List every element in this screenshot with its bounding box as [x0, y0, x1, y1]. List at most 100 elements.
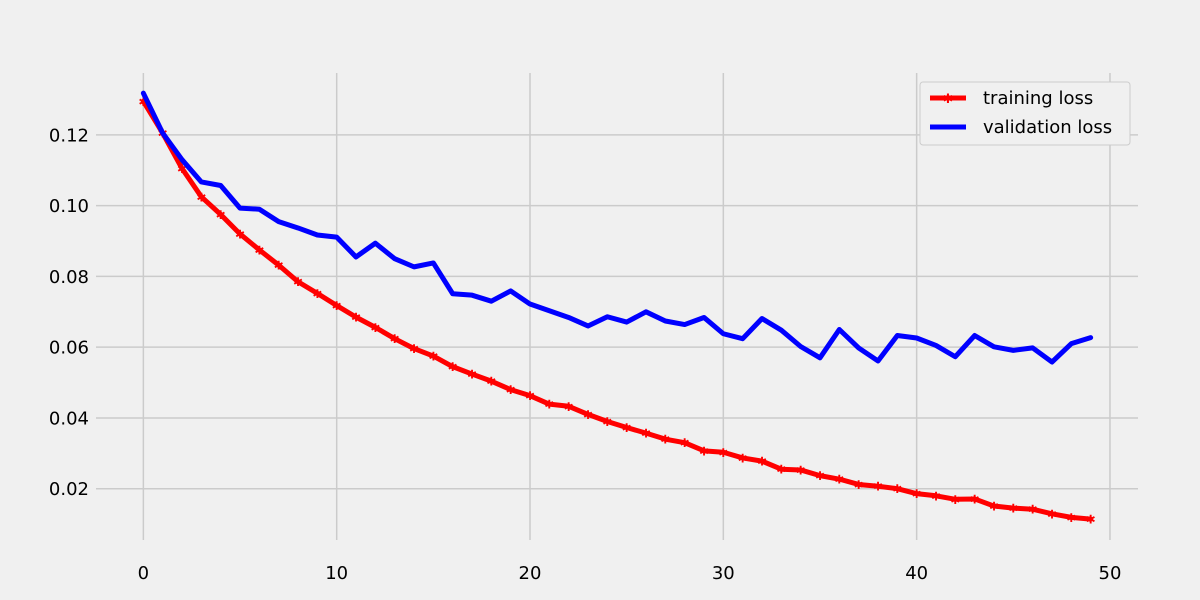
data-point: ✱ [525, 389, 535, 403]
data-point: ✱ [138, 95, 148, 109]
x-tick-label: 40 [905, 563, 928, 584]
x-tick-label: 30 [712, 563, 735, 584]
data-point [1088, 335, 1093, 340]
data-point [257, 207, 262, 212]
data-point: ✱ [641, 427, 651, 441]
data-point [218, 183, 223, 188]
data-point [566, 315, 571, 320]
data-point [1049, 360, 1054, 365]
data-point [605, 314, 610, 319]
x-axis-ticks: 0 10 20 30 40 50 [138, 563, 1122, 584]
data-point: ✱ [757, 455, 767, 469]
y-tick-label: 0.10 [49, 196, 89, 217]
data-point: ✱ [718, 446, 728, 460]
x-tick-label: 0 [138, 563, 149, 584]
data-point [624, 320, 629, 325]
data-point: ✱ [506, 383, 516, 397]
data-point: ✱ [216, 208, 226, 222]
data-point: ✱ [274, 259, 284, 273]
data-point: ✱ [177, 162, 187, 176]
x-tick-label: 50 [1099, 563, 1122, 584]
series-line [140, 98, 1094, 522]
data-point: ✱ [235, 227, 245, 241]
data-point: ✱ [873, 480, 883, 494]
data-point [856, 345, 861, 350]
y-tick-label: 0.02 [49, 479, 89, 500]
data-point [180, 157, 185, 162]
data-point: ✱ [699, 444, 709, 458]
legend-symbol-training: ✱ [943, 92, 954, 107]
data-point [199, 179, 204, 184]
x-tick-label: 10 [325, 563, 348, 584]
data-point: ✱ [370, 321, 380, 335]
data-point [315, 233, 320, 238]
series-training-loss: ✱ ✱ ✱ ✱ ✱ ✱ ✱ ✱ ✱ ✱ ✱ ✱ ✱ ✱ ✱ ✱ ✱ ✱ ✱ ✱ ✱ ✱ ✱ ✱ ✱ ✱ ✱ ✱ ✱ ✱ ✱ ✱ ✱ ✱ ✱ ✱ ✱ ✱ ✱ ✱… [138, 95, 1095, 527]
x-tick-label: 20 [519, 563, 542, 584]
data-point [759, 316, 764, 321]
data-point: ✱ [1028, 503, 1038, 517]
data-point [141, 91, 146, 96]
series-line [140, 90, 1094, 365]
data-point [991, 344, 996, 349]
data-point: ✱ [467, 368, 477, 382]
data-point: ✱ [931, 489, 941, 503]
data-point [160, 131, 165, 136]
data-point: ✱ [660, 433, 670, 447]
data-point [721, 331, 726, 336]
data-point [798, 344, 803, 349]
data-point [392, 256, 397, 261]
legend-frame [919, 81, 1131, 146]
data-point [470, 293, 475, 298]
data-point [740, 336, 745, 341]
data-point [895, 333, 900, 338]
data-point [354, 254, 359, 259]
data-point [296, 225, 301, 230]
legend-label-training: training loss [983, 88, 1093, 109]
data-point: ✱ [815, 469, 825, 483]
data-point [373, 241, 378, 246]
data-point [682, 322, 687, 327]
legend-symbol-validation [946, 125, 950, 129]
data-point: ✱ [776, 463, 786, 477]
data-point [1069, 341, 1074, 346]
data-point [276, 219, 281, 224]
data-point [586, 323, 591, 328]
data-point: ✱ [390, 332, 400, 346]
data-point: ✱ [912, 487, 922, 501]
data-point [431, 260, 436, 265]
data-point [547, 308, 552, 313]
data-point: ✱ [196, 190, 206, 204]
data-point: ✱ [332, 299, 342, 313]
data-point [450, 291, 455, 296]
y-tick-label: 0.12 [49, 125, 89, 146]
data-point [1011, 348, 1016, 353]
data-point: ✱ [834, 473, 844, 487]
data-point [238, 206, 243, 211]
data-point [779, 328, 784, 333]
data-point [701, 315, 706, 320]
data-point: ✱ [680, 436, 690, 450]
data-point [972, 333, 977, 338]
series-validation-loss [140, 90, 1094, 365]
data-point: ✱ [486, 375, 496, 389]
data-point [1030, 345, 1035, 350]
data-point [528, 302, 533, 307]
data-point: ✱ [738, 451, 748, 465]
data-point: ✱ [989, 500, 999, 514]
data-point [914, 335, 919, 340]
data-point: ✱ [254, 243, 264, 257]
y-tick-label: 0.06 [49, 338, 89, 359]
data-point: ✱ [351, 311, 361, 325]
data-point: ✱ [1008, 502, 1018, 516]
data-point: ✱ [293, 275, 303, 289]
y-axis-ticks: 0.02 0.04 0.06 0.08 0.10 0.12 [49, 125, 89, 500]
data-point: ✱ [796, 463, 806, 477]
data-point: ✱ [409, 342, 419, 356]
data-point: ✱ [622, 421, 632, 435]
data-point [643, 309, 648, 314]
data-point: ✱ [544, 398, 554, 412]
legend-label-validation: validation loss [983, 117, 1112, 138]
data-point [489, 299, 494, 304]
